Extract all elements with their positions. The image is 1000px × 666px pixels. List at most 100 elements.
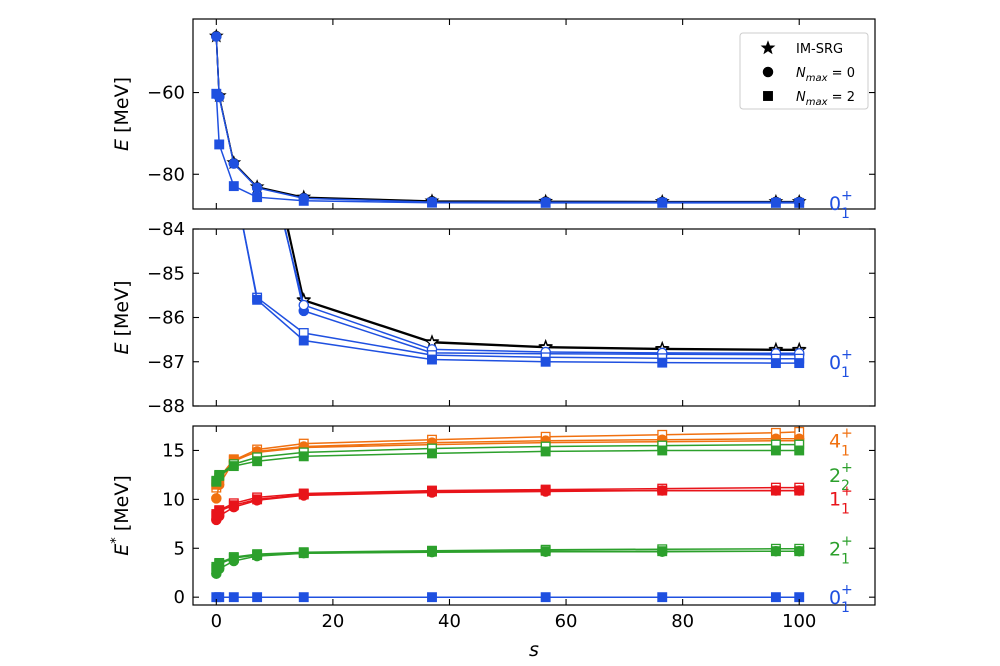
state-label: 0+ 1 (829, 347, 853, 381)
x-axis-label: s (529, 639, 539, 661)
data-point (427, 448, 437, 459)
series-line (215, 93, 800, 204)
data-point (657, 357, 668, 368)
data-point (427, 354, 437, 365)
data-point (540, 546, 551, 557)
y-axis-label: E [MeV] (111, 77, 133, 151)
data-point (298, 195, 309, 206)
data-point (253, 101, 262, 110)
y-tick-label: −88 (147, 396, 185, 417)
data-point (427, 546, 437, 557)
panel-bottom: 0 5 10 15 E* [MeV] 4+ 12+ 21+ 1 2+ 1 0+ 1 0 20 40 60 80 10… (109, 425, 876, 632)
y-tick-label: 5 (174, 538, 185, 559)
y-tick-label: −87 (147, 352, 185, 373)
data-point (211, 88, 222, 99)
series-line (215, 36, 800, 203)
state-label: 4+ 1 (829, 426, 853, 460)
series-line (215, 548, 800, 570)
data-point (252, 456, 263, 467)
data-point (252, 494, 263, 505)
data-point (657, 592, 668, 603)
data-point (228, 592, 239, 603)
y-tick-label: −60 (147, 83, 185, 104)
axes-frame (192, 425, 876, 606)
data-point (214, 470, 225, 481)
series-line (215, 443, 800, 483)
data-point (252, 192, 263, 203)
data-point (228, 553, 239, 563)
legend-marker (760, 40, 776, 55)
legend-marker (762, 66, 774, 78)
x-tick-label: 20 (321, 611, 344, 632)
state-label: 1+ 1 (829, 483, 853, 517)
data-point (540, 197, 551, 208)
legend: IM-SRG Nmax = 0 Nmax = 2 (739, 32, 869, 110)
legend-label: Nmax = 0 (796, 66, 855, 84)
panel-middle: −84 −85 −86 −87 −88 E [MeV] 0+ 1 (111, 101, 876, 417)
plot-area (208, 28, 807, 208)
series-line (215, 486, 800, 517)
data-point (657, 546, 668, 557)
y-tick-label: −84 (147, 219, 185, 240)
plot-area (211, 426, 805, 603)
data-point (794, 445, 805, 456)
state-label: 0+ 1 (829, 188, 853, 222)
y-tick-label: 0 (174, 587, 185, 608)
series-line (286, 229, 800, 351)
series-line (215, 36, 800, 204)
series-line (242, 229, 800, 364)
data-point (657, 485, 668, 496)
data-point (298, 335, 309, 346)
data-point (540, 356, 551, 367)
plot-area (242, 101, 807, 369)
data-point (214, 592, 225, 603)
x-tick-label: 100 (782, 611, 816, 632)
series-line (215, 550, 800, 568)
data-point (214, 139, 225, 150)
data-point (228, 461, 239, 472)
data-point (251, 182, 263, 194)
legend-label: IM-SRG (796, 42, 843, 57)
data-point (298, 299, 310, 311)
y-tick-label: 15 (162, 440, 185, 461)
x-tick-label: 80 (671, 611, 694, 632)
data-point (427, 486, 437, 497)
data-point (540, 485, 551, 496)
series-line (215, 439, 800, 485)
data-point (794, 358, 805, 369)
data-point (540, 446, 551, 457)
data-point (211, 493, 222, 504)
data-point (228, 158, 240, 169)
data-point (214, 506, 225, 517)
data-point (298, 451, 309, 462)
y-tick-label: −86 (147, 308, 185, 329)
data-point (298, 548, 309, 559)
data-point (228, 500, 239, 511)
y-tick-label: −85 (147, 263, 185, 284)
data-point (770, 197, 781, 208)
data-point (657, 197, 668, 208)
data-point (770, 592, 781, 603)
data-point (252, 592, 263, 603)
series-line (242, 229, 800, 360)
series-line (287, 229, 800, 351)
data-point (770, 546, 781, 557)
axes-frame (192, 228, 876, 407)
data-point (427, 592, 437, 603)
series-line (215, 489, 800, 515)
data-point (770, 485, 781, 496)
axes-frame (192, 18, 876, 210)
state-label: 0+ 1 (829, 582, 853, 616)
data-point (794, 485, 805, 496)
data-point (214, 558, 225, 569)
x-tick-label: 40 (438, 611, 461, 632)
data-point (253, 114, 262, 123)
series-line (215, 36, 800, 203)
y-axis-label: E* [MeV] (109, 475, 133, 555)
y-tick-label: 10 (162, 489, 185, 510)
x-tick-label: 60 (555, 611, 578, 632)
data-point (540, 592, 551, 603)
data-point (770, 445, 781, 456)
series-line (215, 449, 800, 482)
